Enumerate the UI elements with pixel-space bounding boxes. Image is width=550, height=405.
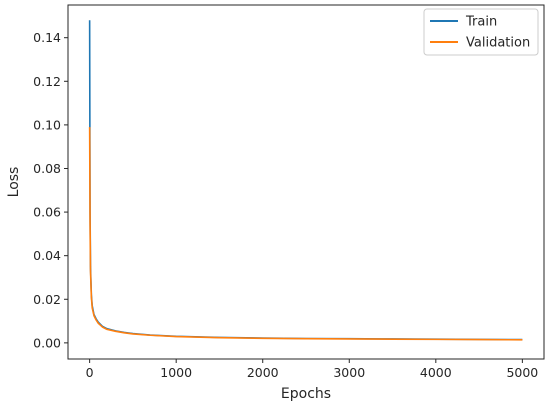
y-tick-label: 0.10: [33, 117, 61, 132]
series-line-train: [88, 20, 523, 341]
y-tick-label: 0.14: [33, 30, 61, 45]
legend-label-validation: Validation: [466, 36, 530, 51]
y-tick-label: 0.08: [33, 161, 61, 176]
y-tick-label: 0.02: [33, 292, 61, 307]
legend-label-train: Train: [465, 15, 497, 30]
x-tick-label: 4000: [420, 365, 452, 380]
x-tick-label: 1000: [160, 365, 192, 380]
x-tick-label: 5000: [506, 365, 538, 380]
legend: Train Validation: [423, 8, 539, 56]
y-tick-label: 0.04: [33, 248, 61, 263]
y-axis-label: Loss: [6, 167, 22, 198]
x-tick-label: 3000: [333, 365, 365, 380]
x-tick-label: 2000: [247, 365, 279, 380]
y-tick-label: 0.00: [33, 335, 61, 350]
y-tick-label: 0.06: [33, 205, 61, 220]
series-line-validation: [88, 127, 523, 341]
y-tick-label: 0.12: [33, 74, 61, 89]
x-axis-label: Epochs: [281, 386, 331, 402]
x-tick-label: 0: [86, 365, 94, 380]
plot-area-frame: [67, 4, 545, 360]
